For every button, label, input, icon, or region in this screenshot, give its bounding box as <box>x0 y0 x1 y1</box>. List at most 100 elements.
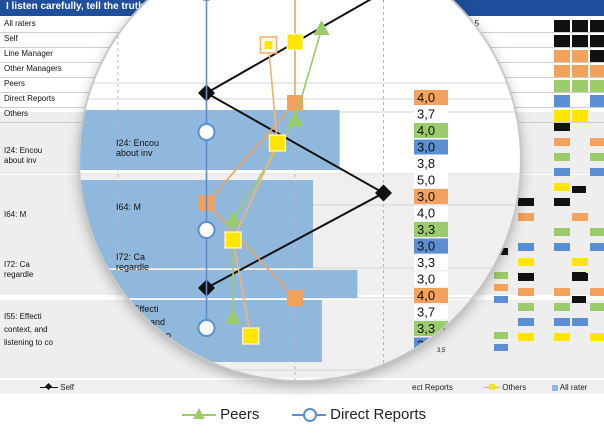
yellow-marker <box>224 231 242 249</box>
heatmap-cell <box>554 50 570 62</box>
question-label: I72: Ca <box>116 252 145 262</box>
legend-peers: Peers <box>182 406 259 423</box>
rater-label: Peers <box>4 79 25 88</box>
heatmap-cell <box>572 213 588 221</box>
yellow-marker <box>268 134 286 152</box>
all-raters-legend-icon <box>552 384 558 391</box>
score-value: 3, <box>417 354 428 369</box>
legend-direct-reports: Direct Reports <box>292 406 426 423</box>
question-label: listening to co <box>116 330 171 340</box>
heatmap-cell <box>590 243 604 251</box>
heatmap-cell <box>572 80 588 92</box>
score-value: 4,0 <box>417 288 435 303</box>
direct-reports-marker <box>197 319 216 337</box>
axis-tick-label: 2 <box>114 378 121 380</box>
question-label: I64: M <box>116 202 141 212</box>
rater-score: 3,5 <box>468 19 480 28</box>
axis-tick-label: 5 <box>380 378 387 380</box>
heatmap-cell <box>590 50 604 62</box>
heatmap-cell <box>554 35 570 47</box>
yellow-marker <box>286 33 304 51</box>
score-box <box>414 321 448 336</box>
heatmap-cell <box>518 198 534 206</box>
heatmap-cell <box>554 123 570 131</box>
rater-label: All raters <box>4 19 36 28</box>
score-box <box>414 255 448 270</box>
question-label: context, and <box>4 325 48 334</box>
score-box <box>414 337 448 353</box>
all-raters-bar <box>80 180 314 268</box>
heatmap-cell <box>554 318 570 326</box>
question-label: I55: Effecti <box>4 312 42 321</box>
heatmap-cell <box>518 258 534 266</box>
score-value: 5,0 <box>417 173 435 188</box>
question-label: context, and <box>116 317 165 327</box>
heatmap-cell <box>572 20 588 32</box>
direct-reports-legend-icon <box>292 408 326 423</box>
heatmap-cell <box>572 110 588 122</box>
heatmap-cell <box>554 95 570 107</box>
question-label: listening to co <box>4 338 53 347</box>
heatmap-cell <box>554 138 570 146</box>
rater-tag <box>572 186 586 193</box>
heatmap-cell <box>554 333 570 341</box>
rater-label: Line Manager <box>4 49 53 58</box>
heatmap-cell <box>590 333 604 341</box>
peers-marker <box>313 20 330 35</box>
score-value: 4,0 <box>417 90 435 105</box>
score-value: 3,8 <box>417 156 435 171</box>
heatmap-cell <box>518 213 534 221</box>
heatmap-cell <box>572 50 588 62</box>
question-label: I64: M <box>4 210 27 219</box>
heatmap-cell <box>518 318 534 326</box>
score-value: 4,0 <box>417 123 435 138</box>
heatmap-cell <box>572 318 588 326</box>
score-box <box>414 222 448 237</box>
self-legend-icon <box>40 383 58 391</box>
question-label: regardle <box>116 262 149 272</box>
heatmap-cell <box>590 80 604 92</box>
score-box <box>414 304 448 320</box>
line-manager-marker <box>287 290 303 306</box>
score-value: 3,0 <box>417 189 435 204</box>
heatmap-cell <box>554 110 570 122</box>
heatmap-cell <box>590 35 604 47</box>
heatmap-cell <box>590 138 604 146</box>
rater-tag <box>572 296 586 303</box>
heatmap-cell <box>518 303 534 311</box>
heatmap-cell <box>554 65 570 77</box>
heatmap-cell <box>590 20 604 32</box>
self-marker <box>375 184 392 202</box>
score-box <box>414 354 448 369</box>
rater-label: Direct Reports <box>4 94 56 103</box>
rater-label: Self <box>4 34 18 43</box>
score-box <box>414 172 448 188</box>
question-label: I24: Encou <box>116 138 159 148</box>
heatmap-cell <box>518 243 534 251</box>
score-box <box>414 238 448 254</box>
heatmap-cell <box>590 168 604 176</box>
series-line-others <box>232 44 279 337</box>
score-box <box>414 123 448 138</box>
heatmap-cell <box>554 80 570 92</box>
heatmap-cell <box>518 273 534 281</box>
score-value: 3,0 <box>417 140 435 155</box>
peers-marker <box>287 111 303 126</box>
score-value: 3,0 <box>417 338 435 353</box>
question-label: I24: Encou <box>4 146 43 155</box>
yellow-marker <box>242 327 260 345</box>
header-title: I listen carefully, tell the truth, and … <box>6 1 247 12</box>
heatmap-cell <box>554 303 570 311</box>
axis-tick-label: 3 <box>203 378 210 380</box>
heatmap-cell <box>590 95 604 107</box>
legend-bar <box>0 380 604 394</box>
direct-reports-marker <box>197 123 216 141</box>
score-box <box>414 156 448 171</box>
heatmap-cell <box>554 243 570 251</box>
heatmap-cell <box>590 228 604 236</box>
score-box <box>414 106 448 122</box>
axis-tick-label: 4 <box>291 378 298 380</box>
score-value: 3,3 <box>417 222 435 237</box>
